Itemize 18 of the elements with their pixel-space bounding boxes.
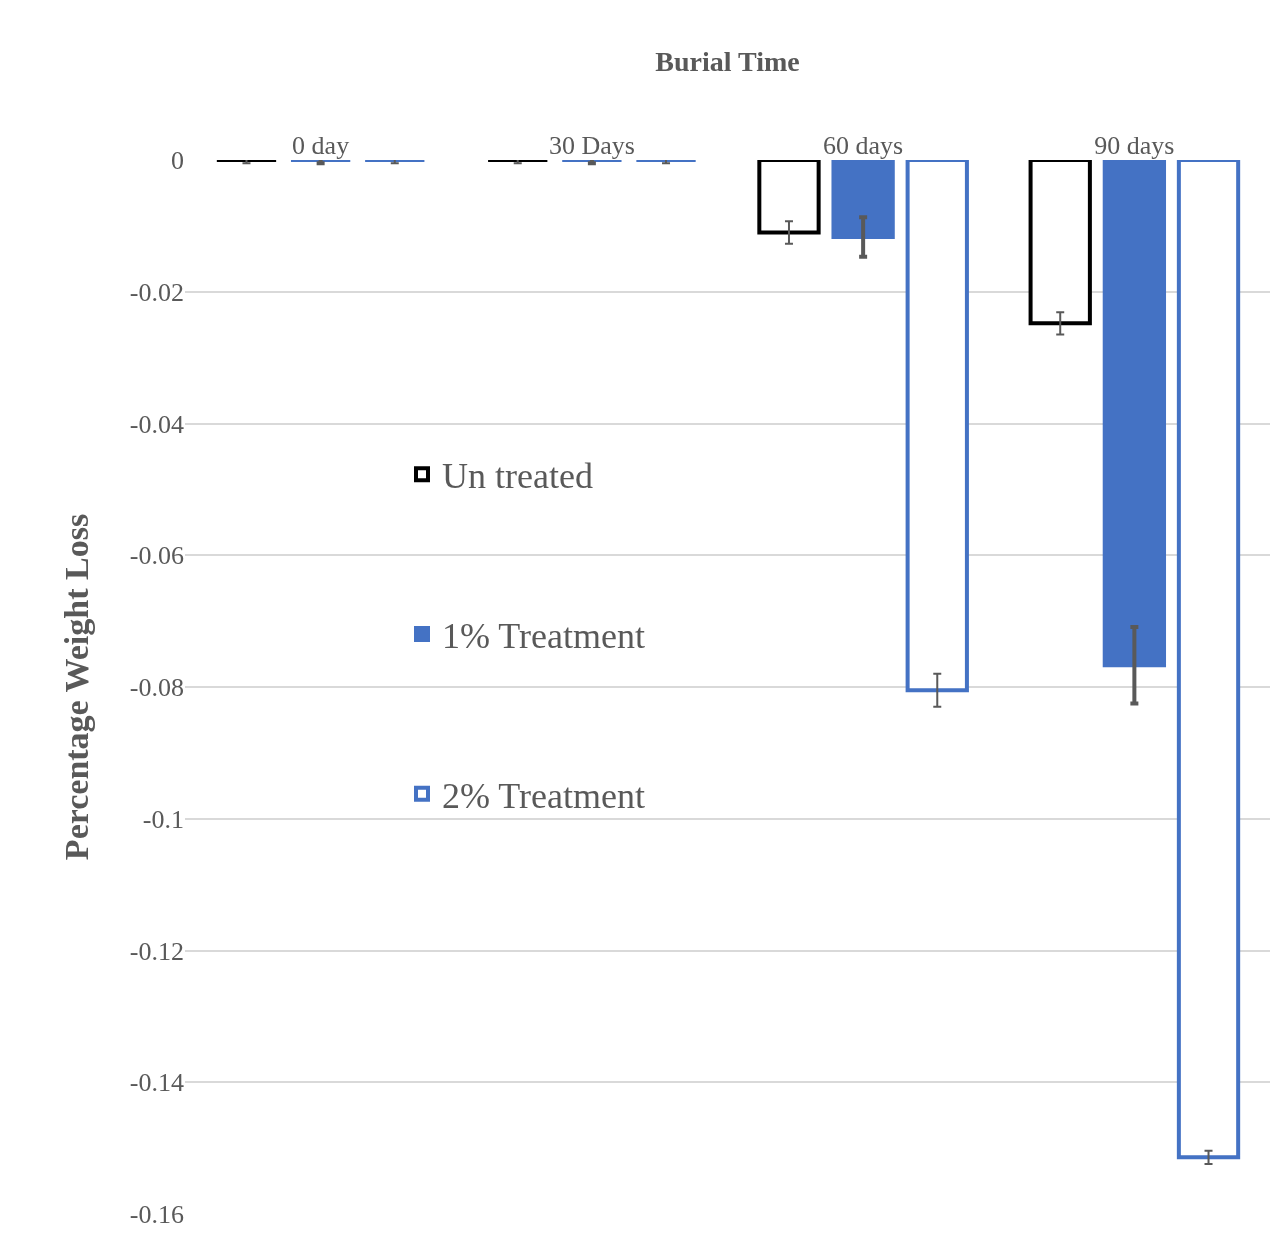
- y-tick-label: -0.02: [129, 277, 184, 307]
- y-tick-label: -0.16: [129, 1200, 184, 1230]
- legend-label: 1% Treatment: [442, 616, 645, 657]
- legend-label: Un treated: [442, 456, 593, 497]
- x-tick-label: 60 days: [823, 130, 904, 160]
- y-tick-label: -0.14: [129, 1068, 184, 1098]
- x-tick-label: 30 Days: [548, 130, 635, 160]
- y-tick-label: 0: [171, 146, 184, 176]
- legend-label: 2% Treatment: [442, 775, 645, 816]
- x-tick-label: 0 day: [292, 130, 350, 160]
- y-axis-title: Percentage Weight Loss: [58, 513, 96, 861]
- y-tick-label: -0.1: [142, 804, 184, 834]
- x-tick-label: 90 days: [1094, 130, 1175, 160]
- x-axis-title: Burial Time: [655, 46, 800, 78]
- y-tick-label: -0.08: [129, 673, 184, 703]
- y-tick-label: -0.04: [129, 409, 184, 439]
- y-tick-label: -0.06: [129, 541, 184, 571]
- y-tick-label: -0.12: [129, 936, 184, 966]
